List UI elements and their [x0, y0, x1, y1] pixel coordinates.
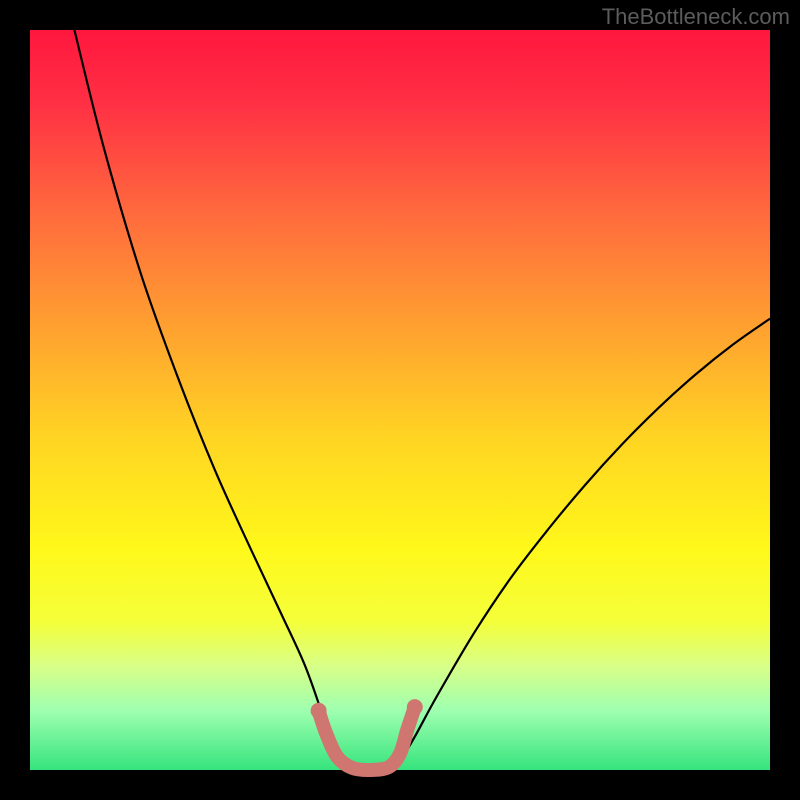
plot-background — [30, 30, 770, 770]
marker-end-right — [407, 699, 423, 715]
chart-svg — [0, 0, 800, 800]
marker-end-left — [311, 703, 327, 719]
chart-stage: TheBottleneck.com — [0, 0, 800, 800]
